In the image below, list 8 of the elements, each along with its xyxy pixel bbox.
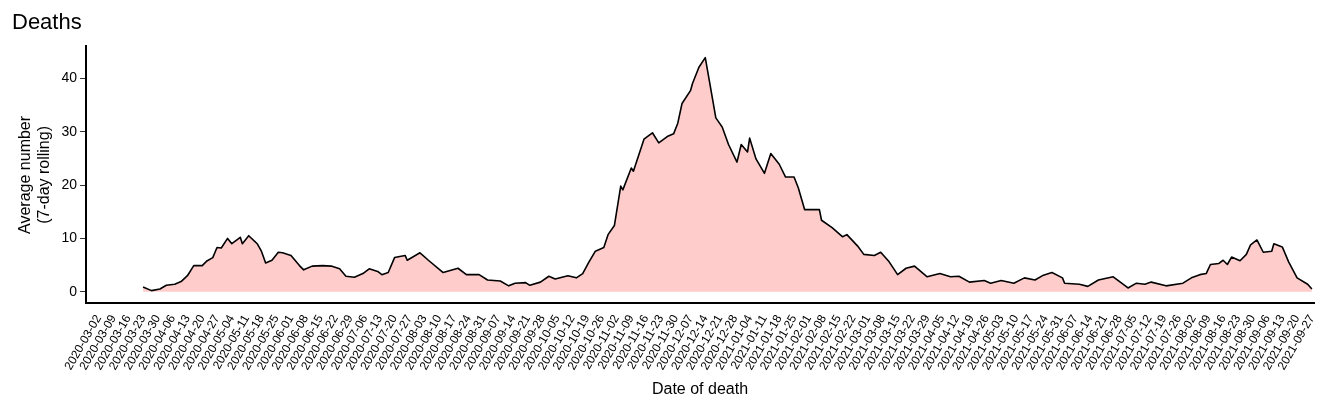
y-tick-label: 30 — [61, 122, 78, 139]
y-tick-label: 20 — [61, 175, 78, 192]
chart-title: Deaths — [12, 9, 82, 35]
y-tick-label: 0 — [69, 282, 78, 299]
y-tick-label: 10 — [61, 229, 78, 246]
y-tick-label: 40 — [61, 69, 78, 86]
x-axis-title: Date of death — [651, 379, 749, 397]
y-axis-title: Average number (7-day rolling) — [16, 115, 53, 234]
